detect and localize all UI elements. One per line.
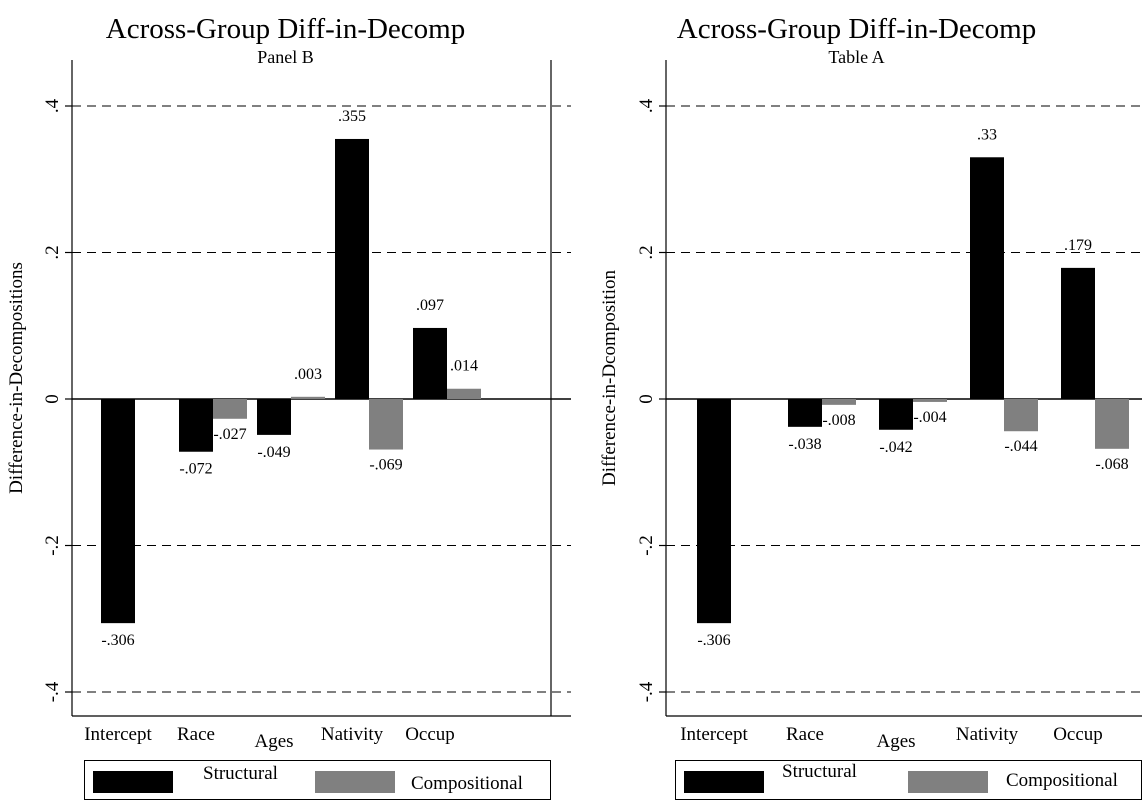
x-tick-label: Ages: [876, 731, 915, 752]
chart-plot-left: -.4 -.2 0 .2 .4 Difference-in-Decompositions -…: [6, 60, 571, 752]
legend: Structural Compositional: [675, 760, 1142, 800]
data-label-compositional: .003: [294, 366, 322, 383]
bar-compositional: [913, 399, 947, 402]
y-tick-label: .4: [636, 98, 657, 113]
y-axis-label: Difference-in-Decompositions: [6, 262, 27, 494]
bar-compositional: [822, 399, 856, 405]
y-tick-label: .2: [42, 245, 63, 259]
y-tick-label: 0: [636, 394, 657, 404]
bar-structural: [413, 327, 447, 399]
data-label-compositional: -.068: [1095, 456, 1128, 473]
bar-structural: [697, 399, 731, 624]
bar-structural: [788, 399, 822, 427]
data-label-structural: -.072: [179, 461, 212, 478]
bar-structural: [257, 399, 291, 435]
bar-structural: [179, 399, 213, 452]
bar-compositional: [213, 399, 247, 419]
chart-subtitle: Panel B: [257, 47, 314, 67]
legend-swatch-compositional: [908, 771, 988, 793]
legend-label-structural: Structural: [203, 763, 278, 784]
chart-subtitle: Table A: [828, 47, 885, 67]
bar-structural: [970, 157, 1004, 399]
legend-label-compositional: Compositional: [1006, 770, 1118, 791]
bar-compositional: [1095, 399, 1129, 449]
x-tick-label: Race: [786, 724, 824, 745]
x-tick-label: Race: [177, 724, 215, 745]
bar-structural: [101, 399, 135, 624]
y-tick-label: 0: [42, 394, 63, 404]
x-tick-label: Ages: [254, 731, 293, 752]
legend-label-structural: Structural: [782, 761, 857, 782]
x-tick-label: Intercept: [680, 724, 748, 745]
data-label-structural: .355: [338, 108, 366, 125]
x-tick-label: Nativity: [321, 724, 384, 745]
data-label-compositional: .014: [450, 358, 478, 375]
data-label-structural: .179: [1064, 237, 1092, 254]
data-label-compositional: -.069: [369, 457, 402, 474]
chart-title: Across-Group Diff-in-Decomp: [676, 13, 1037, 45]
data-label-compositional: -.044: [1004, 438, 1037, 455]
y-tick-label: -.4: [42, 681, 63, 702]
bar-compositional: [447, 388, 481, 399]
y-tick-label: .4: [42, 98, 63, 113]
legend: Structural Compositional: [84, 760, 551, 800]
data-label-structural: .33: [977, 126, 997, 143]
data-label-structural: -.042: [879, 439, 912, 456]
y-tick-label: .2: [636, 245, 657, 259]
y-tick-label: -.2: [42, 535, 63, 556]
legend-swatch-structural: [684, 771, 764, 793]
legend-swatch-compositional: [315, 771, 395, 793]
chart-plot-right: -.4 -.2 0 .2 .4 Difference-in-Dcomposition -.3…: [599, 60, 1142, 752]
bar-compositional: [291, 396, 325, 399]
x-tick-label: Occup: [405, 724, 455, 745]
x-tick-label: Nativity: [956, 724, 1019, 745]
data-label-structural: -.306: [697, 632, 730, 649]
legend-swatch-structural: [93, 771, 173, 793]
y-tick-label: -.2: [636, 535, 657, 556]
chart-panel-left: Across-Group Diff-in-Decomp Panel B -.4-…: [6, 13, 571, 800]
y-axis-label: Difference-in-Dcomposition: [599, 270, 620, 486]
bar-compositional: [1004, 399, 1038, 432]
data-label-compositional: -.004: [913, 409, 946, 426]
bar-structural: [879, 399, 913, 430]
data-label-structural: -.306: [101, 632, 134, 649]
legend-label-compositional: Compositional: [411, 773, 523, 794]
bar-structural: [335, 138, 369, 399]
chart-panel-right: Across-Group Diff-in-Decomp Table A -.4-…: [571, 0, 1142, 800]
data-label-structural: -.049: [257, 444, 290, 461]
x-tick-label: Intercept: [84, 724, 152, 745]
bar-compositional: [369, 399, 403, 450]
y-tick-label: -.4: [636, 681, 657, 702]
chart-title: Across-Group Diff-in-Decomp: [105, 13, 466, 45]
data-label-structural: -.038: [788, 436, 821, 453]
data-label-compositional: -.027: [213, 426, 246, 443]
data-label-structural: .097: [416, 297, 444, 314]
bar-structural: [1061, 267, 1095, 399]
x-tick-label: Occup: [1053, 724, 1103, 745]
data-label-compositional: -.008: [822, 412, 855, 429]
